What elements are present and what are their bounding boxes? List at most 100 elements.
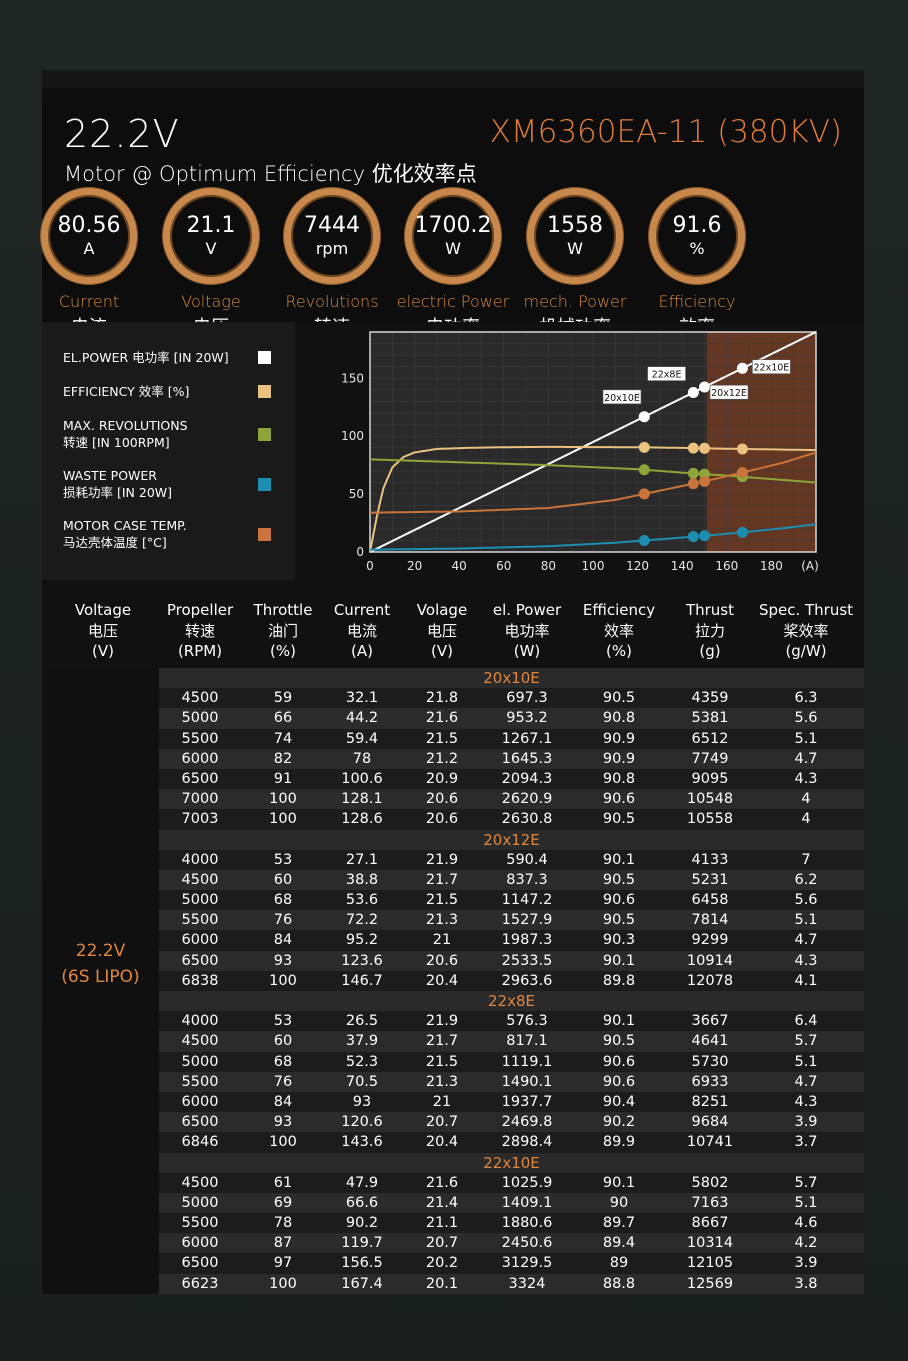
header-cn: 拉力 [694, 621, 725, 640]
table-cell: 5500 [181, 730, 219, 747]
table-cell: 20.1 [425, 1275, 459, 1292]
table-cell: 21.2 [425, 750, 459, 767]
table-cell: 84 [273, 932, 293, 949]
table-cell: 7003 [181, 811, 219, 828]
gauge-ring: 21.1 V [163, 188, 259, 284]
table-cell: 6512 [691, 730, 729, 747]
table-row: 6500 93 120.6 20.7 2469.8 90.2 9684 3.9 [159, 1112, 864, 1133]
table-row: 7003 100 128.6 20.6 2630.8 90.5 10558 4 [159, 809, 864, 830]
gauge-label-en: Current [58, 292, 120, 311]
table-cell: 60 [273, 871, 293, 888]
header-en: Current [333, 601, 391, 619]
table-cell: 4500 [181, 1033, 219, 1050]
table-cell: 68 [273, 1053, 293, 1070]
marker-label: 20x12E [711, 388, 747, 399]
table-cell: 90.8 [602, 770, 636, 787]
table-cell: 7000 [181, 791, 219, 808]
table-cell: 5000 [181, 710, 219, 727]
table-cell: 6500 [181, 1255, 219, 1272]
table-cell: 20.4 [425, 972, 459, 989]
table-cell: 156.5 [341, 1255, 383, 1272]
table-cell: 21.5 [425, 1053, 459, 1070]
column-header: Voltage 电压 (V) [48, 600, 158, 662]
x-tick-label: 100 [582, 559, 605, 573]
table-row: 5000 66 44.2 21.6 953.2 90.8 5381 5.6 [159, 708, 864, 729]
table-cell: 5231 [691, 871, 729, 888]
table-cell: 82 [273, 750, 293, 767]
table-cell: 5500 [181, 1215, 219, 1232]
marker-label: 22x8E [652, 370, 682, 381]
table-cell: 9299 [691, 932, 729, 949]
table-cell: 90.6 [602, 892, 636, 909]
table-cell: 1025.9 [501, 1174, 553, 1191]
table-row: 5500 78 90.2 21.1 1880.6 89.7 8667 4.6 [159, 1213, 864, 1234]
table-cell: 60 [273, 1033, 293, 1050]
table-cell: 1880.6 [501, 1215, 553, 1232]
table-cell: 2963.6 [501, 972, 553, 989]
table-cell: 93 [273, 1114, 293, 1131]
table-cell: 2630.8 [501, 811, 553, 828]
gauge-value: 1558 [547, 213, 603, 238]
table-cell: 3.7 [794, 1134, 818, 1151]
table-cell: 93 [273, 952, 293, 969]
column-header: Throttle 油门 (%) [228, 600, 338, 662]
column-header: Thrust 拉力 (g) [655, 600, 765, 662]
gauge-unit: V [205, 239, 217, 258]
header-en: el. Power [492, 601, 562, 619]
header-cn: 桨效率 [783, 621, 829, 640]
header-unit: (%) [270, 642, 296, 660]
header-unit: (RPM) [177, 642, 223, 660]
data-point [687, 531, 699, 543]
spec-sheet-panel: 22.2V Motor @ Optimum Efficiency 优化效率点 X… [41, 70, 864, 1294]
data-point [687, 442, 699, 454]
table-row: 6500 97 156.5 20.2 3129.5 89 12105 3.9 [159, 1253, 864, 1274]
table-row: 4500 60 38.8 21.7 837.3 90.5 5231 6.2 [159, 869, 864, 891]
table-cell: 20.6 [425, 811, 459, 828]
table-cell: 4.1 [794, 972, 818, 989]
header-en: Thrust [685, 601, 735, 619]
table-cell: 5500 [181, 1073, 219, 1090]
legend-line1: MAX. REVOLUTIONS [63, 418, 188, 433]
gauge-unit: W [567, 239, 583, 258]
voltage-sidebar [42, 668, 159, 1294]
table-cell: 1409.1 [501, 1194, 553, 1211]
table-cell: 21 [432, 1093, 452, 1110]
table-cell: 20.2 [425, 1255, 459, 1272]
table-cell: 1267.1 [501, 730, 553, 747]
table-cell: 9095 [691, 770, 729, 787]
table-cell: 27.1 [345, 851, 379, 868]
table-cell: 100 [269, 972, 297, 989]
data-point [736, 362, 748, 374]
header-section: 22.2V Motor @ Optimum Efficiency 优化效率点 X… [41, 88, 864, 338]
table-cell: 93 [352, 1093, 372, 1110]
table-cell: 8667 [691, 1215, 729, 1232]
header-unit: (A) [351, 642, 373, 660]
table-cell: 143.6 [341, 1134, 383, 1151]
table-cell: 4.3 [794, 1093, 818, 1110]
table-cell: 128.1 [341, 791, 383, 808]
gauge-unit: A [83, 239, 95, 258]
y-tick-label: 0 [356, 545, 364, 559]
table-cell: 100 [269, 1134, 297, 1151]
table-cell: 89.4 [602, 1235, 636, 1252]
gauge-2: 7444rpmRevolutions转速 [272, 188, 392, 339]
header-cn: 电功率 [504, 621, 550, 640]
table-cell: 4000 [181, 851, 219, 868]
table-cell: 4.7 [794, 932, 818, 949]
table-cell: 3129.5 [501, 1255, 553, 1272]
table-cell: 90.5 [602, 690, 636, 707]
table-cell: 119.7 [341, 1235, 383, 1252]
table-cell: 88.8 [602, 1275, 636, 1292]
table-cell: 21.5 [425, 892, 459, 909]
table-cell: 2450.6 [501, 1235, 553, 1252]
table-cell: 5.7 [794, 1033, 818, 1050]
table-cell: 90 [609, 1194, 629, 1211]
table-cell: 120.6 [341, 1114, 383, 1131]
table-cell: 20.4 [425, 1134, 459, 1151]
table-cell: 90.2 [345, 1215, 379, 1232]
legend-swatch-3 [258, 477, 271, 491]
table-cell: 53 [273, 851, 293, 868]
x-tick-label: 180 [760, 559, 783, 573]
table-cell: 20.6 [425, 791, 459, 808]
plot-frame [369, 331, 817, 553]
